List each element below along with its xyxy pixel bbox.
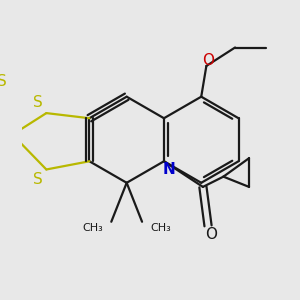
Text: S: S (33, 172, 43, 187)
Text: O: O (202, 53, 214, 68)
Text: S: S (33, 95, 43, 110)
Text: O: O (205, 226, 217, 242)
Text: CH₃: CH₃ (150, 223, 171, 233)
Text: CH₃: CH₃ (82, 223, 103, 233)
Text: S: S (0, 74, 7, 89)
Text: N: N (163, 162, 176, 177)
